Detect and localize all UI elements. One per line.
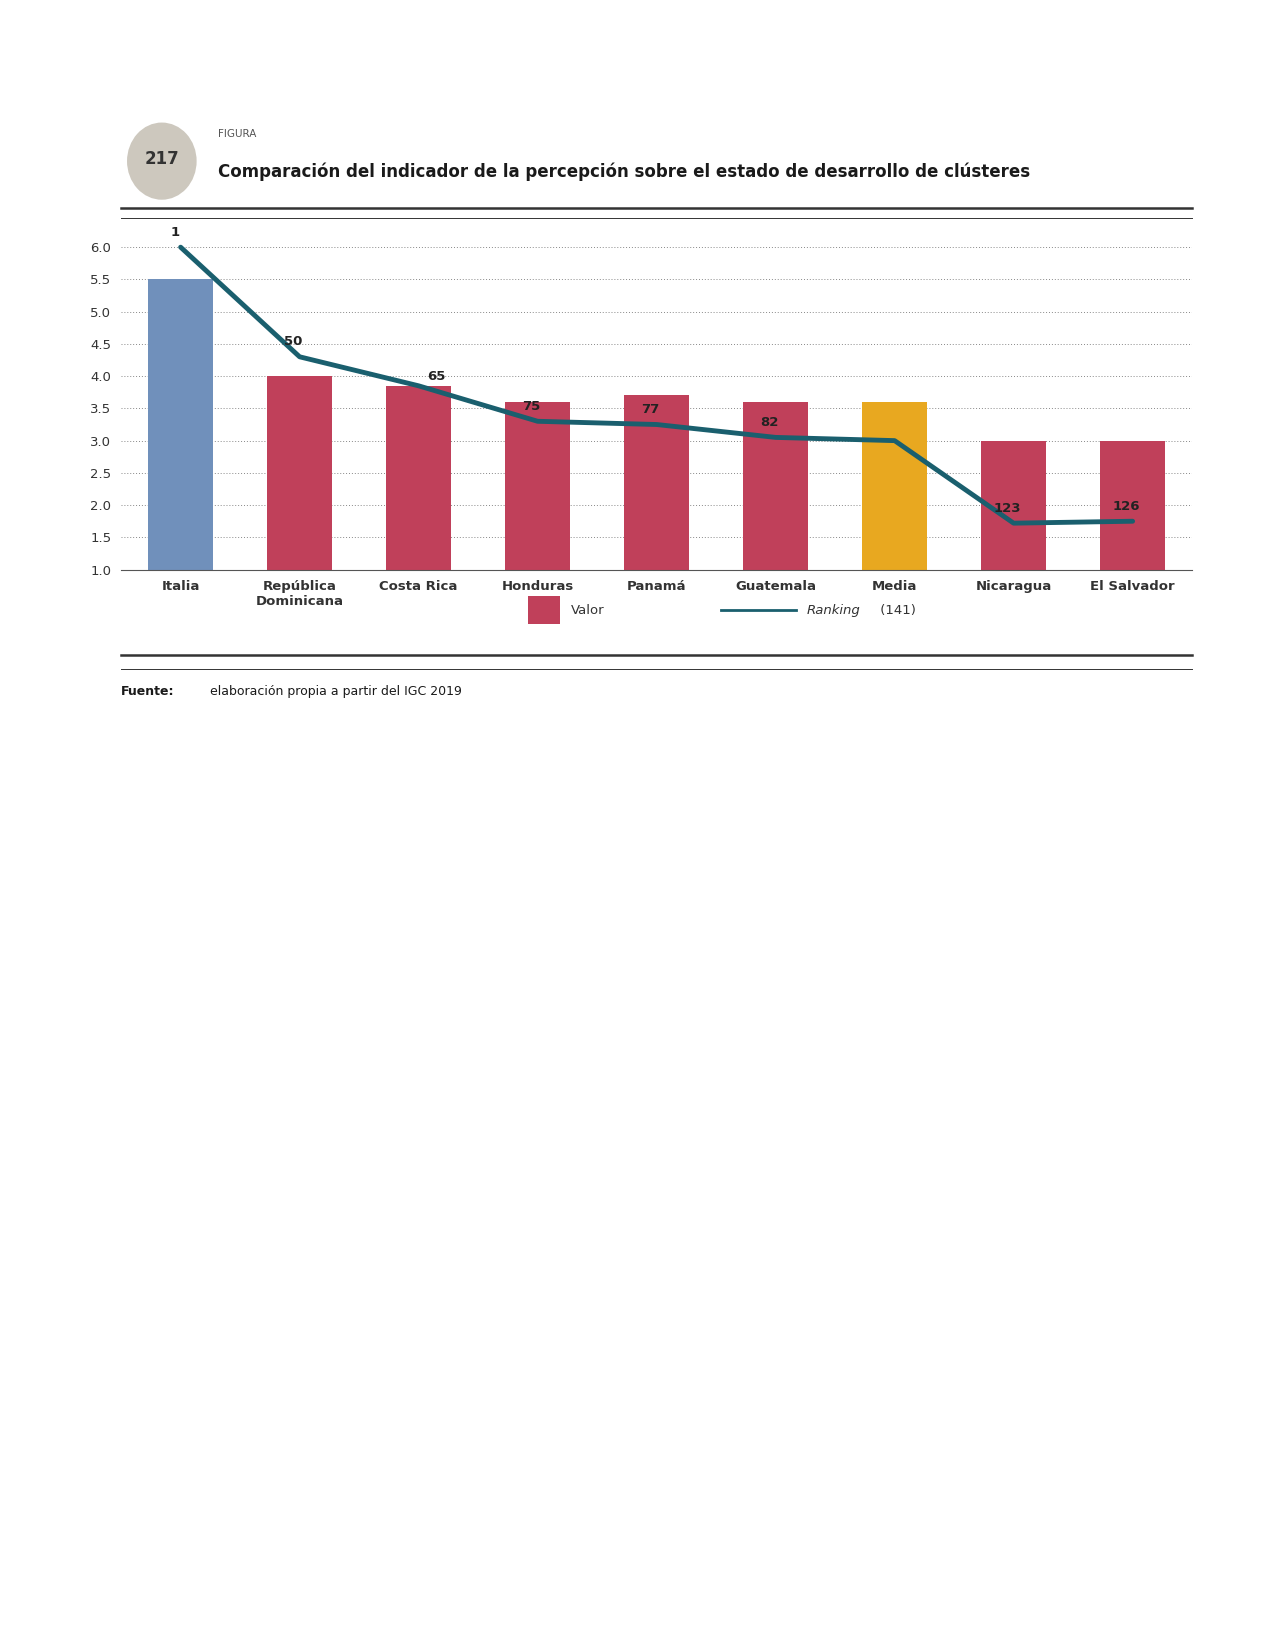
Bar — [148, 279, 213, 570]
Text: 65: 65 — [427, 370, 446, 383]
Bar — [528, 596, 560, 624]
Bar — [743, 401, 808, 570]
Bar — [266, 376, 333, 570]
Text: Valor: Valor — [571, 604, 604, 616]
Bar — [505, 401, 570, 570]
Text: Comparación del indicador de la percepción sobre el estado de desarrollo de clús: Comparación del indicador de la percepci… — [218, 163, 1030, 182]
Bar — [862, 401, 927, 570]
Text: 77: 77 — [641, 403, 659, 416]
Text: Ranking: Ranking — [807, 604, 861, 616]
Text: 50: 50 — [284, 335, 303, 348]
Text: 1: 1 — [170, 226, 180, 239]
Text: FIGURA: FIGURA — [218, 129, 256, 139]
Bar — [386, 386, 451, 570]
Ellipse shape — [128, 122, 196, 200]
Bar — [980, 441, 1047, 570]
Text: 217: 217 — [144, 150, 180, 168]
Bar — [623, 396, 690, 570]
Text: 82: 82 — [760, 416, 779, 429]
Text: (141): (141) — [876, 604, 915, 616]
Text: 123: 123 — [994, 502, 1021, 515]
Text: elaboración propia a partir del IGC 2019: elaboración propia a partir del IGC 2019 — [210, 685, 462, 698]
Bar — [1100, 441, 1165, 570]
Text: 75: 75 — [523, 400, 541, 413]
Text: 126: 126 — [1113, 500, 1140, 513]
Text: Fuente:: Fuente: — [121, 685, 175, 698]
